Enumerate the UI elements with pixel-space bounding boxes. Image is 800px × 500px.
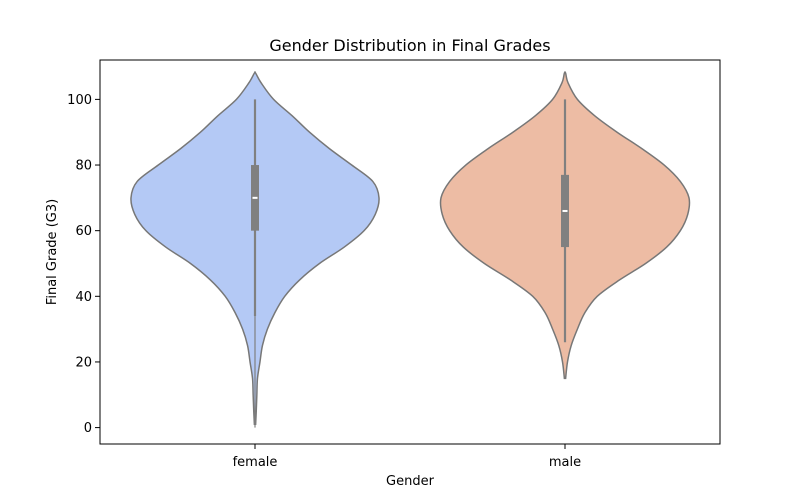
chart-title: Gender Distribution in Final Grades — [269, 36, 550, 55]
y-tick-label: 60 — [75, 224, 92, 239]
x-axis: female male — [233, 444, 581, 470]
y-tick-label: 0 — [84, 421, 92, 436]
x-tick-label-female: female — [233, 455, 278, 470]
y-tick-label: 80 — [75, 159, 92, 174]
violins-group — [130, 71, 691, 428]
y-tick-label: 100 — [67, 93, 92, 108]
plot-frame — [99, 59, 721, 445]
y-tick-label: 20 — [75, 355, 92, 370]
x-axis-label: Gender — [386, 474, 435, 489]
y-axis-label: Final Grade (G3) — [45, 199, 60, 305]
y-axis: 0 20 40 60 80 100 — [67, 93, 100, 436]
x-tick-label-male: male — [549, 455, 581, 470]
y-tick-label: 40 — [75, 290, 92, 305]
